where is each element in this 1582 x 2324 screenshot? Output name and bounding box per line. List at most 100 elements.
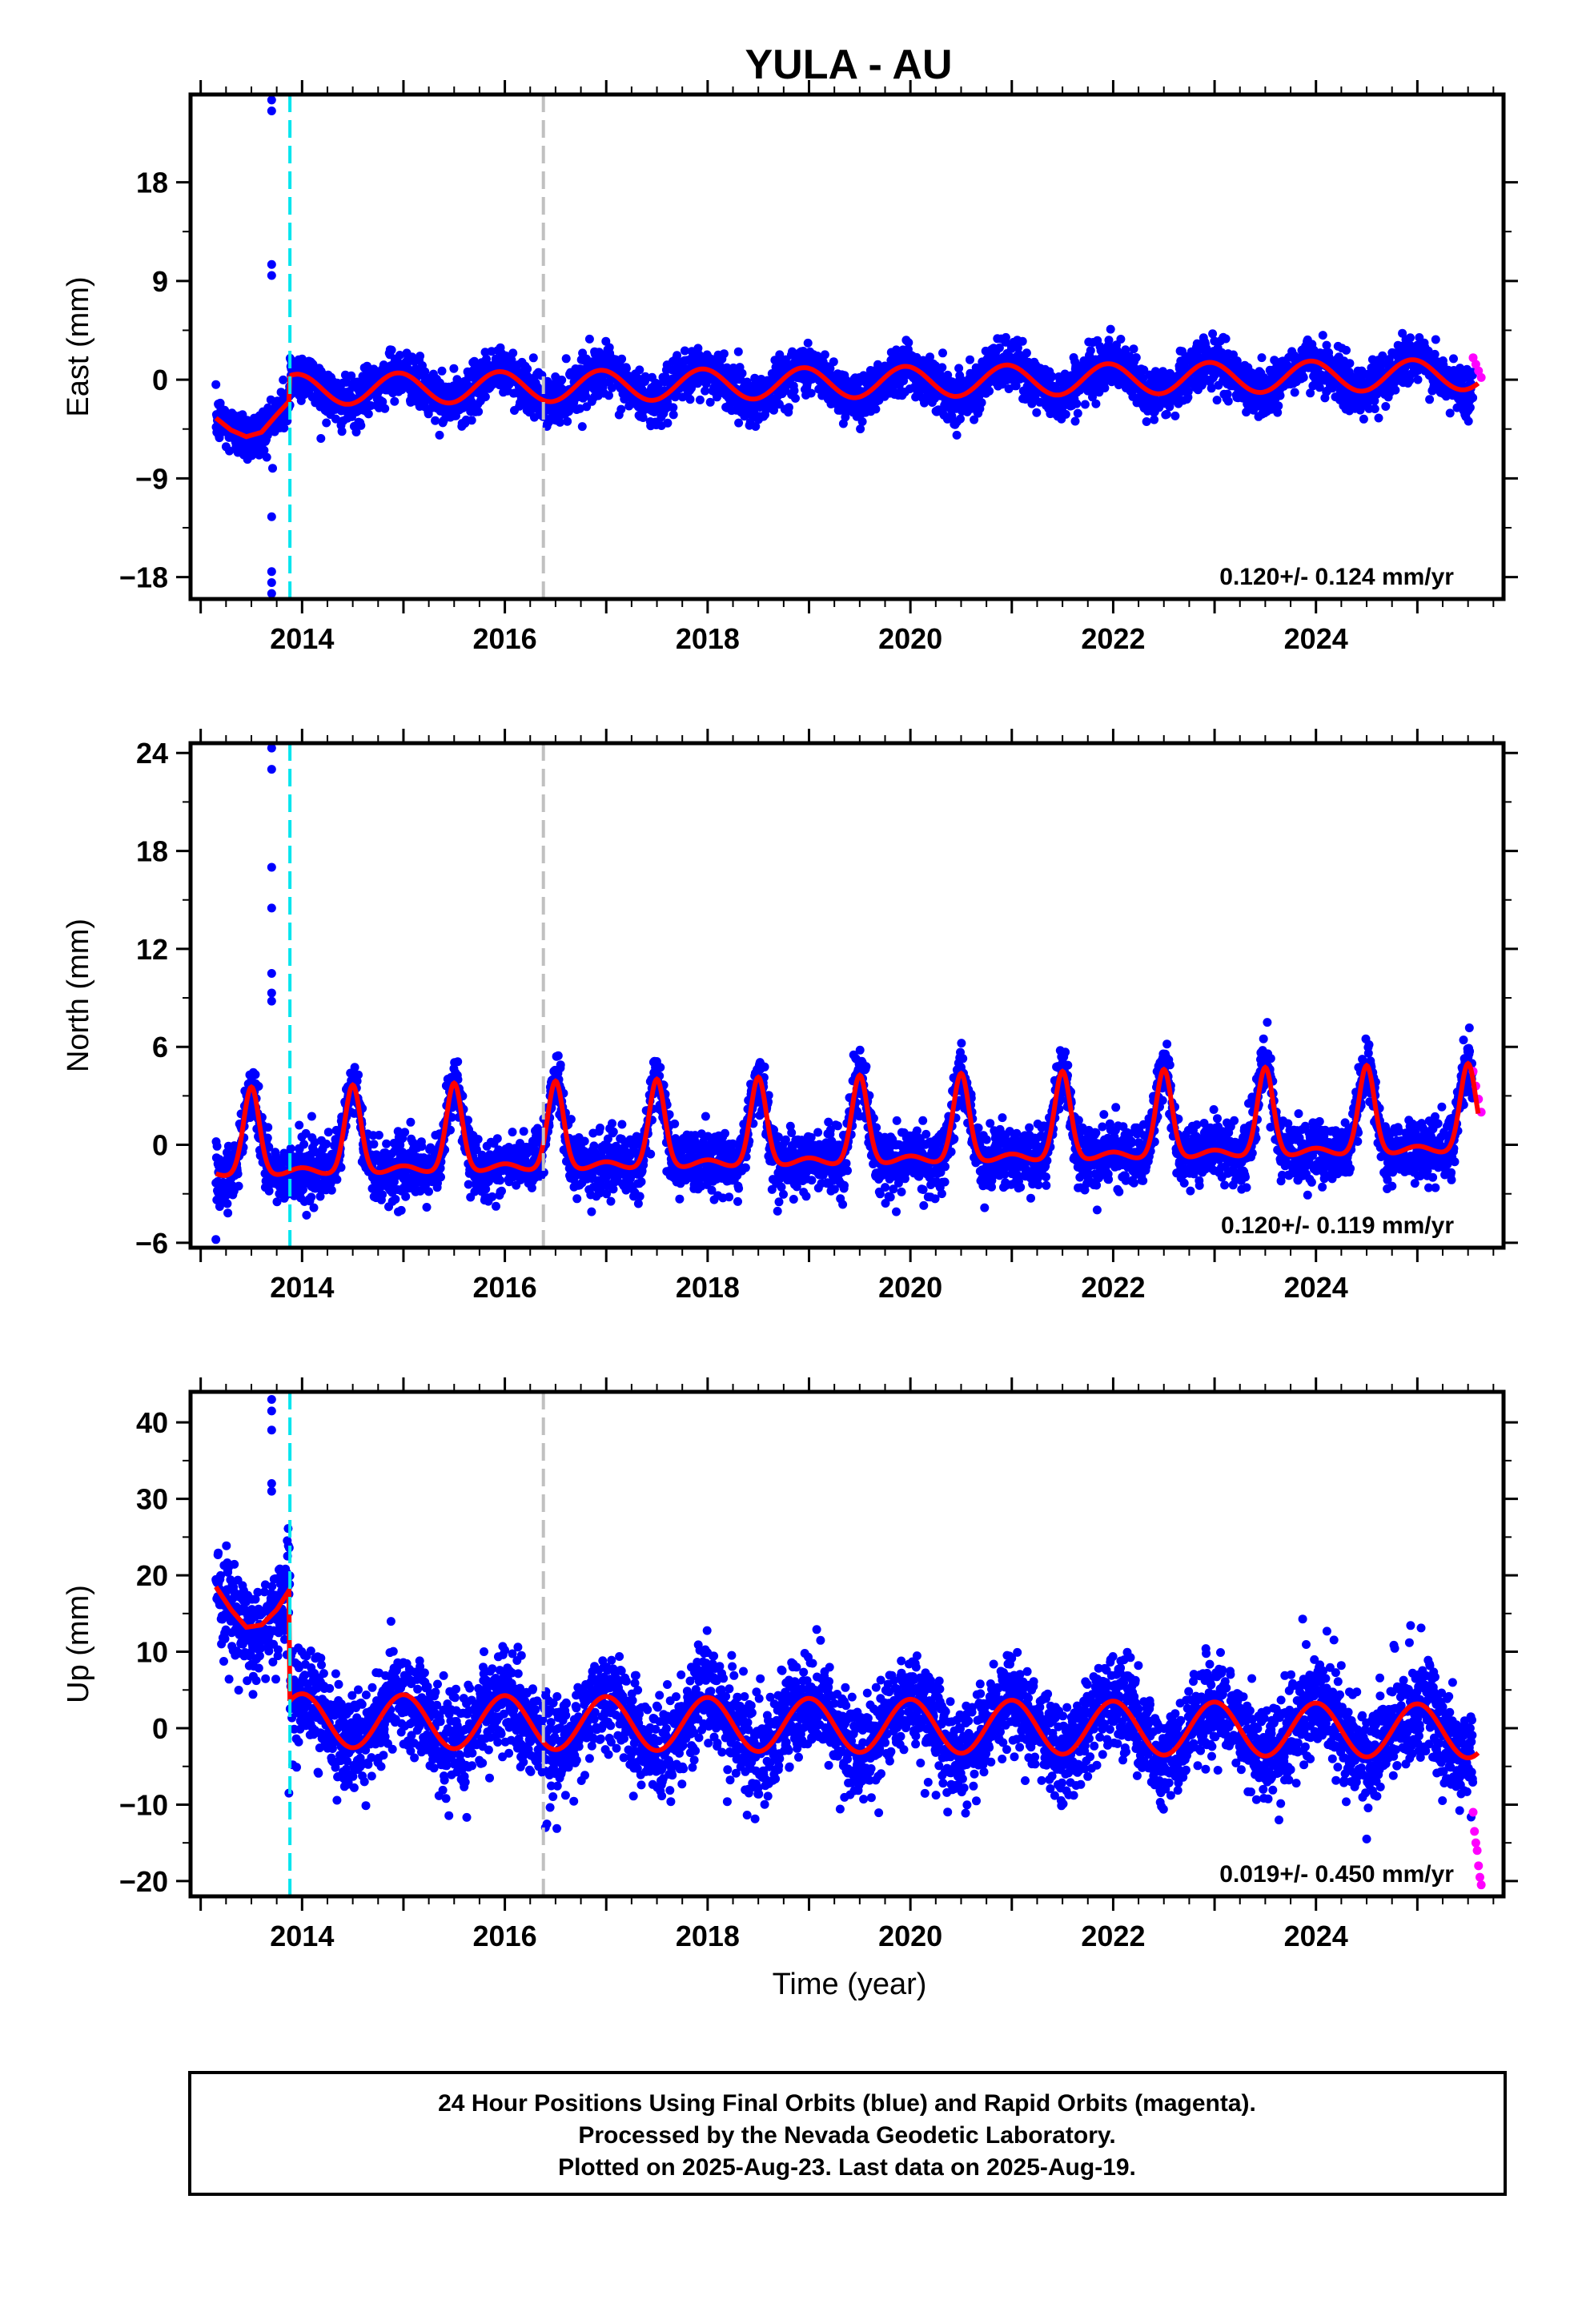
data-point (302, 1210, 311, 1220)
data-point (1274, 401, 1283, 411)
data-point (354, 1070, 363, 1080)
data-point (1032, 408, 1042, 417)
east-y-axis-label: East (mm) (62, 276, 95, 416)
data-point (1425, 395, 1435, 404)
data-point (286, 1144, 295, 1153)
data-point (223, 1199, 232, 1208)
x-tick-label: 2016 (473, 622, 537, 655)
data-point (820, 350, 829, 360)
data-point (363, 368, 372, 377)
x-tick-label: 2018 (676, 622, 740, 655)
data-point (857, 417, 867, 426)
data-point (337, 427, 347, 436)
data-point (449, 364, 459, 373)
data-point (985, 386, 994, 396)
data-point (1465, 403, 1475, 412)
y-tick-label: 18 (136, 167, 168, 199)
data-point (1142, 417, 1151, 426)
data-point (211, 380, 221, 389)
data-point (251, 1070, 260, 1080)
data-point (791, 393, 800, 403)
data-point (1322, 340, 1331, 350)
data-point (1464, 416, 1473, 426)
data-point (563, 416, 572, 426)
data-point (938, 348, 947, 358)
x-tick-label: 2022 (1081, 622, 1145, 655)
data-point (1072, 399, 1082, 408)
data-point (1370, 404, 1379, 413)
data-point (508, 348, 518, 358)
east-final-points (211, 95, 1478, 598)
data-point (279, 424, 289, 432)
data-point (977, 398, 986, 408)
data-point (1208, 329, 1218, 339)
data-point (212, 1141, 222, 1151)
data-point (523, 364, 532, 374)
data-point (322, 418, 331, 428)
data-point (316, 434, 326, 443)
data-point (1001, 332, 1010, 342)
data-point (435, 430, 444, 440)
data-point (1449, 354, 1458, 364)
data-point (685, 395, 695, 404)
data-point (1445, 408, 1455, 418)
data-point (395, 351, 404, 360)
data-point (737, 368, 747, 378)
data-point (1073, 408, 1082, 418)
data-point (1091, 399, 1101, 408)
data-point (323, 1128, 333, 1137)
data-point (561, 354, 571, 364)
data-point (347, 371, 356, 380)
data-point (829, 357, 838, 367)
rapid-point (1476, 372, 1486, 382)
data-point (322, 1140, 331, 1148)
data-point (1106, 324, 1115, 334)
data-point (1080, 400, 1090, 409)
data-point (577, 422, 587, 432)
data-point (332, 1175, 342, 1184)
data-point (263, 1123, 273, 1132)
data-point (1359, 414, 1368, 424)
outlier-point (267, 271, 276, 280)
data-point (1022, 348, 1031, 358)
data-point (616, 404, 626, 414)
data-point (437, 366, 447, 376)
data-point (420, 367, 430, 376)
data-point (695, 395, 705, 404)
data-point (617, 354, 627, 364)
data-point (581, 392, 591, 401)
data-point (363, 361, 371, 371)
data-point (663, 418, 673, 428)
data-point (952, 430, 962, 440)
data-point (223, 1208, 233, 1218)
data-point (635, 365, 644, 375)
data-point (701, 386, 710, 396)
data-point (307, 1192, 316, 1202)
y-tick-label: −9 (135, 462, 168, 495)
data-point (1257, 353, 1267, 363)
data-point (1406, 333, 1415, 343)
data-point (380, 404, 390, 413)
y-tick-label: 9 (152, 265, 168, 298)
data-point (474, 407, 484, 416)
data-point (680, 346, 689, 356)
data-point (633, 373, 643, 383)
data-point (734, 418, 744, 428)
data-point (467, 416, 476, 425)
outlier-point (267, 259, 276, 269)
outlier-point (267, 567, 276, 577)
east-rate-label: 0.120+/- 0.124 mm/yr (1219, 564, 1454, 590)
data-point (528, 353, 538, 363)
data-point (1342, 345, 1351, 355)
data-point (327, 1185, 336, 1195)
data-point (733, 347, 743, 356)
data-point (279, 375, 288, 384)
data-point (966, 355, 974, 364)
data-point (351, 428, 361, 436)
outlier-point (267, 107, 276, 116)
data-point (234, 1181, 243, 1191)
data-point (1290, 388, 1299, 397)
